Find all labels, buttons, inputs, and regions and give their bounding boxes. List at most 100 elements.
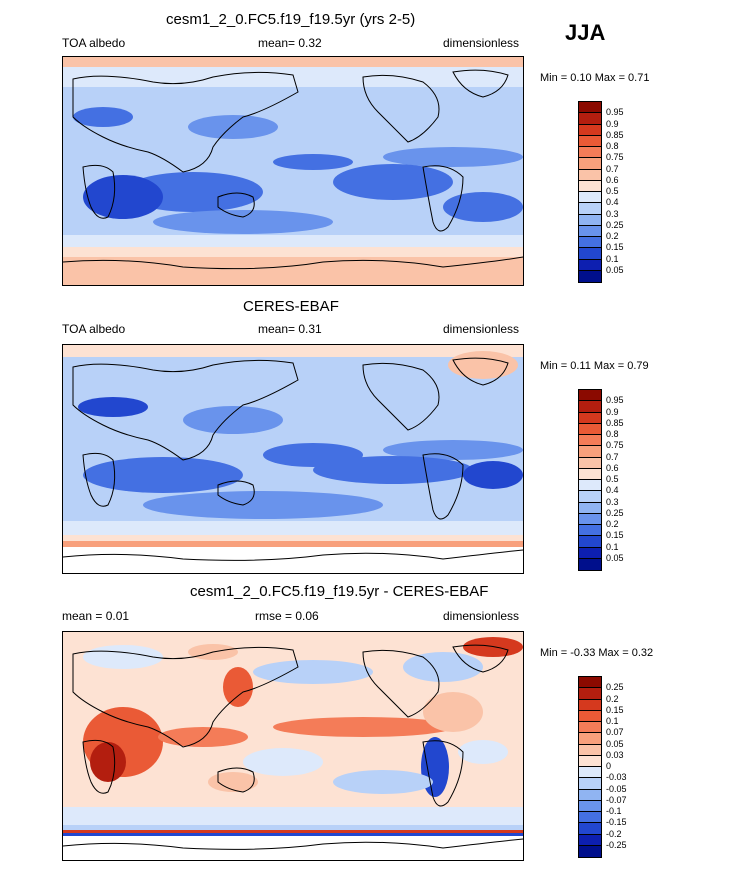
colorbar-swatch <box>579 812 601 824</box>
north-america-coastline <box>362 362 440 431</box>
storm-track-band <box>63 247 523 257</box>
arctic-band <box>63 345 523 357</box>
positive-bias-region <box>463 637 523 657</box>
colorbar-tick-label: 0.05 <box>606 552 624 563</box>
colorbar-swatch <box>579 401 601 413</box>
colorbar-tick-label: -0.03 <box>606 772 627 783</box>
season-label: JJA <box>565 20 606 45</box>
positive-bias-region <box>208 772 258 792</box>
colorbar-swatch <box>579 203 601 215</box>
colorbar-tick-label: 0.15 <box>606 242 624 253</box>
colorbar-swatch <box>579 237 601 249</box>
colorbar-tick-label: 0.95 <box>606 107 624 118</box>
colorbar-tick-label: 0.2 <box>606 231 619 241</box>
colorbar-swatch <box>579 722 601 734</box>
panel-1-colorbar <box>578 101 602 283</box>
storm-track-band <box>63 830 523 833</box>
south-america-coastline <box>422 165 464 232</box>
colorbar-tick-label: 0.95 <box>606 395 624 406</box>
colorbar-swatch <box>579 468 601 480</box>
colorbar-swatch <box>579 113 601 125</box>
colorbar-swatch <box>579 547 601 559</box>
colorbar-swatch <box>579 491 601 503</box>
colorbar-swatch <box>579 710 601 722</box>
australia-coastline <box>217 192 255 218</box>
colorbar-tick-label: 0.15 <box>606 530 624 541</box>
low-albedo-region <box>83 457 243 493</box>
colorbar-swatch <box>579 778 601 790</box>
colorbar-swatch <box>579 502 601 514</box>
low-albedo-region <box>73 107 133 127</box>
australia-coastline <box>217 480 255 506</box>
north-america-coastline <box>362 74 440 143</box>
panel-1-minmax: Min = 0.10 Max = 0.71 <box>540 72 650 84</box>
greenland-coastline <box>452 357 509 386</box>
colorbar-tick-label: 0.5 <box>606 186 619 196</box>
colorbar-tick-label: 0.7 <box>606 451 619 462</box>
colorbar-swatch <box>579 102 601 114</box>
colorbar-tick-label: 0.07 <box>606 727 624 738</box>
colorbar-swatch <box>579 147 601 159</box>
low-albedo-region <box>83 175 163 219</box>
colorbar-swatch <box>579 135 601 147</box>
colorbar-swatch <box>579 744 601 756</box>
colorbar-tick-label: 0.9 <box>606 406 619 417</box>
panel-3-minmax: Min = -0.33 Max = 0.32 <box>540 647 654 659</box>
colorbar-tick-label: 0.6 <box>606 174 619 185</box>
panel-2-mean-label: mean= 0.31 <box>258 322 322 336</box>
colorbar-swatch <box>579 248 601 260</box>
low-albedo-region <box>383 147 523 167</box>
colorbar-swatch <box>579 457 601 469</box>
positive-bias-region <box>223 667 253 707</box>
south-america-coastline <box>422 740 464 807</box>
colorbar-swatch <box>579 446 601 458</box>
colorbar-swatch <box>579 270 601 282</box>
negative-bias-region <box>403 652 483 682</box>
positive-bias-region <box>158 727 248 747</box>
australia-coastline <box>217 767 255 793</box>
colorbar-tick-label: 0.25 <box>606 682 624 693</box>
colorbar-swatch <box>579 180 601 192</box>
colorbar-swatch <box>579 259 601 271</box>
panel-1-units-label: dimensionless <box>443 36 520 50</box>
panel-3-title: cesm1_2_0.FC5.f19_f19.5yr - CERES-EBAF <box>190 583 489 600</box>
north-high-lat-band <box>63 67 523 87</box>
colorbar-tick-label: 0.4 <box>606 485 619 496</box>
low-albedo-region <box>183 406 283 434</box>
colorbar-tick-label: 0.15 <box>606 704 624 715</box>
panel-1-mean-label: mean= 0.32 <box>258 36 322 50</box>
colorbar-tick-label: -0.1 <box>606 806 622 816</box>
colorbar-tick-label: 0.75 <box>606 440 624 451</box>
low-albedo-region <box>443 192 523 222</box>
colorbar-tick-label: 0.25 <box>606 219 624 230</box>
eurasia-africa-coastline <box>72 359 299 461</box>
colorbar-tick-label: 0.85 <box>606 129 624 140</box>
colorbar-swatch <box>579 677 601 689</box>
colorbar-swatch <box>579 767 601 779</box>
storm-track-band <box>63 833 523 836</box>
low-albedo-region <box>153 210 333 234</box>
arctic-band <box>63 57 523 67</box>
colorbar-swatch <box>579 733 601 745</box>
colorbar-swatch <box>579 525 601 537</box>
negative-bias-region <box>253 660 373 684</box>
africa-south-coastline <box>82 164 116 219</box>
colorbar-swatch <box>579 192 601 204</box>
colorbar-tick-label: 0.9 <box>606 118 619 129</box>
colorbar-tick-label: 0 <box>606 761 612 771</box>
storm-track-band <box>63 541 523 547</box>
panel-2-left-label: TOA albedo <box>62 322 126 336</box>
low-albedo-region <box>273 154 353 170</box>
panel-1-title: cesm1_2_0.FC5.f19_f19.5yr (yrs 2-5) <box>166 11 416 28</box>
low-albedo-region <box>143 491 383 519</box>
low-albedo-region <box>313 456 473 484</box>
southern-ocean-band <box>63 807 523 825</box>
storm-track-band <box>63 825 523 830</box>
colorbar-swatch <box>579 513 601 525</box>
eurasia-africa-coastline <box>72 71 299 173</box>
positive-bias-region <box>90 742 126 782</box>
panel-3-map <box>62 631 524 861</box>
colorbar-swatch <box>579 158 601 170</box>
storm-track-band <box>63 535 523 541</box>
colorbar-tick-label: -0.25 <box>606 839 627 850</box>
